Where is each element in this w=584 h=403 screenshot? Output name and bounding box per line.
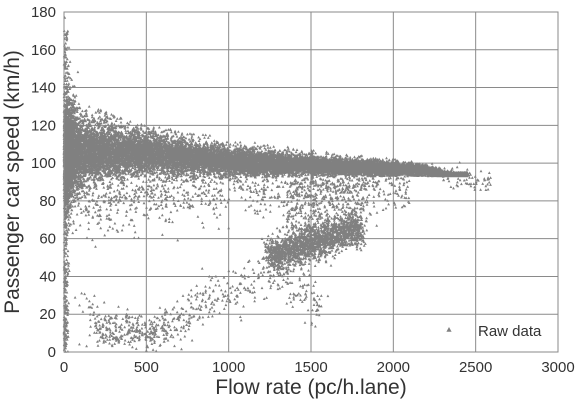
y-tick-label: 120	[31, 117, 56, 134]
y-tick-label: 140	[31, 80, 56, 97]
y-tick-labels: 0 20 40 60 80 100 120 140 160 180	[31, 4, 56, 361]
y-tick-label: 80	[39, 193, 56, 210]
legend-entry-raw-data: Raw data	[478, 323, 542, 340]
x-tick-labels: 0 500 1000 1500 2000 2500 3000	[60, 359, 575, 376]
y-tick-label: 60	[39, 231, 56, 248]
x-axis-label: Flow rate (pc/h.lane)	[215, 376, 406, 399]
x-tick-label: 2000	[377, 359, 410, 376]
x-tick-label: 2500	[459, 359, 492, 376]
raw-data-points	[62, 16, 492, 353]
legend: Raw data	[446, 323, 542, 340]
x-tick-label: 0	[60, 359, 68, 376]
y-tick-label: 180	[31, 4, 56, 21]
x-tick-label: 500	[134, 359, 159, 376]
plot-frame	[63, 11, 559, 353]
legend-marker	[446, 327, 452, 332]
data-points	[62, 16, 492, 353]
x-tick-label: 1500	[294, 359, 327, 376]
y-tick-label: 100	[31, 155, 56, 172]
x-tick-label: 3000	[541, 359, 574, 376]
x-tick-label: 1000	[212, 359, 245, 376]
y-axis-label: Passenger car speed (km/h)	[1, 50, 24, 314]
y-tick-label: 20	[39, 306, 56, 323]
y-tick-label: 0	[48, 344, 56, 361]
y-tick-label: 40	[39, 268, 56, 285]
y-tick-label: 160	[31, 42, 56, 59]
